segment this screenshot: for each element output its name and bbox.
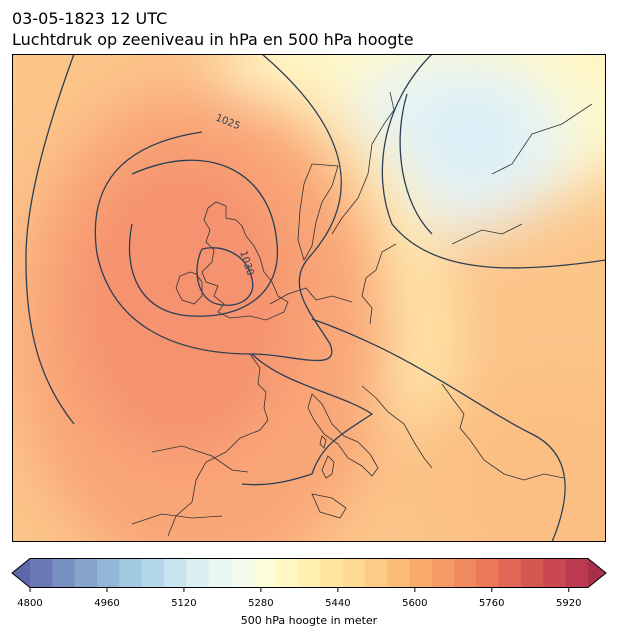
colorbar-segment	[96, 558, 120, 588]
colorbar-segment	[364, 558, 388, 588]
colorbar-tick-label: 5760	[479, 598, 505, 609]
colorbar-label: 500 hPa hoogte in meter	[240, 614, 378, 627]
colorbar-segment	[409, 558, 433, 588]
colorbar-segment	[52, 558, 76, 588]
colorbar-segment	[342, 558, 366, 588]
colorbar-segment	[141, 558, 165, 588]
map-frame	[12, 54, 606, 542]
colorbar-extend-min	[12, 558, 30, 588]
colorbar-tick-label: 4960	[94, 598, 120, 609]
colorbar-segment	[431, 558, 455, 588]
colorbar-extend-max	[588, 558, 606, 588]
colorbar-segment	[387, 558, 410, 588]
colorbar-tick-label: 5440	[325, 598, 351, 609]
colorbar-segment	[208, 558, 232, 588]
colorbar-segment	[297, 558, 321, 588]
colorbar-segment	[320, 558, 343, 588]
colorbar-segment	[565, 558, 589, 588]
map-title-datetime: 03-05-1823 12 UTC	[12, 9, 168, 28]
colorbar-segment	[74, 558, 98, 588]
colorbar-segment	[521, 558, 544, 588]
colorbar-segment	[253, 558, 276, 588]
colorbar-segment	[30, 558, 53, 588]
colorbar-segment	[186, 558, 209, 588]
colorbar	[11, 558, 607, 592]
colorbar-segment	[119, 558, 142, 588]
colorbar-segment	[275, 558, 299, 588]
height-field	[12, 54, 606, 542]
colorbar-segment	[476, 558, 500, 588]
colorbar-segment	[454, 558, 477, 588]
colorbar-tick-label: 5280	[248, 598, 274, 609]
colorbar-tick-label: 5920	[556, 598, 582, 609]
colorbar-tick-label: 5120	[171, 598, 197, 609]
colorbar-segment	[230, 558, 254, 588]
coastlines	[131, 91, 593, 537]
map-title-description: Luchtdruk op zeeniveau in hPa en 500 hPa…	[12, 30, 414, 49]
colorbar-tick-label: 4800	[17, 598, 43, 609]
isobars	[25, 54, 606, 542]
colorbar-segment	[163, 558, 187, 588]
colorbar-segment	[543, 558, 567, 588]
weather-map: 1025 1030	[12, 54, 606, 542]
colorbar-tick-label: 5600	[402, 598, 428, 609]
colorbar-segment	[498, 558, 522, 588]
